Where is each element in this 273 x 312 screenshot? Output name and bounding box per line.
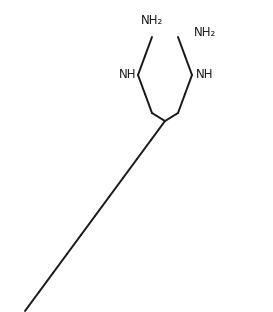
Text: NH: NH — [196, 69, 214, 81]
Text: NH₂: NH₂ — [194, 26, 216, 38]
Text: NH₂: NH₂ — [141, 13, 163, 27]
Text: NH: NH — [119, 67, 137, 80]
